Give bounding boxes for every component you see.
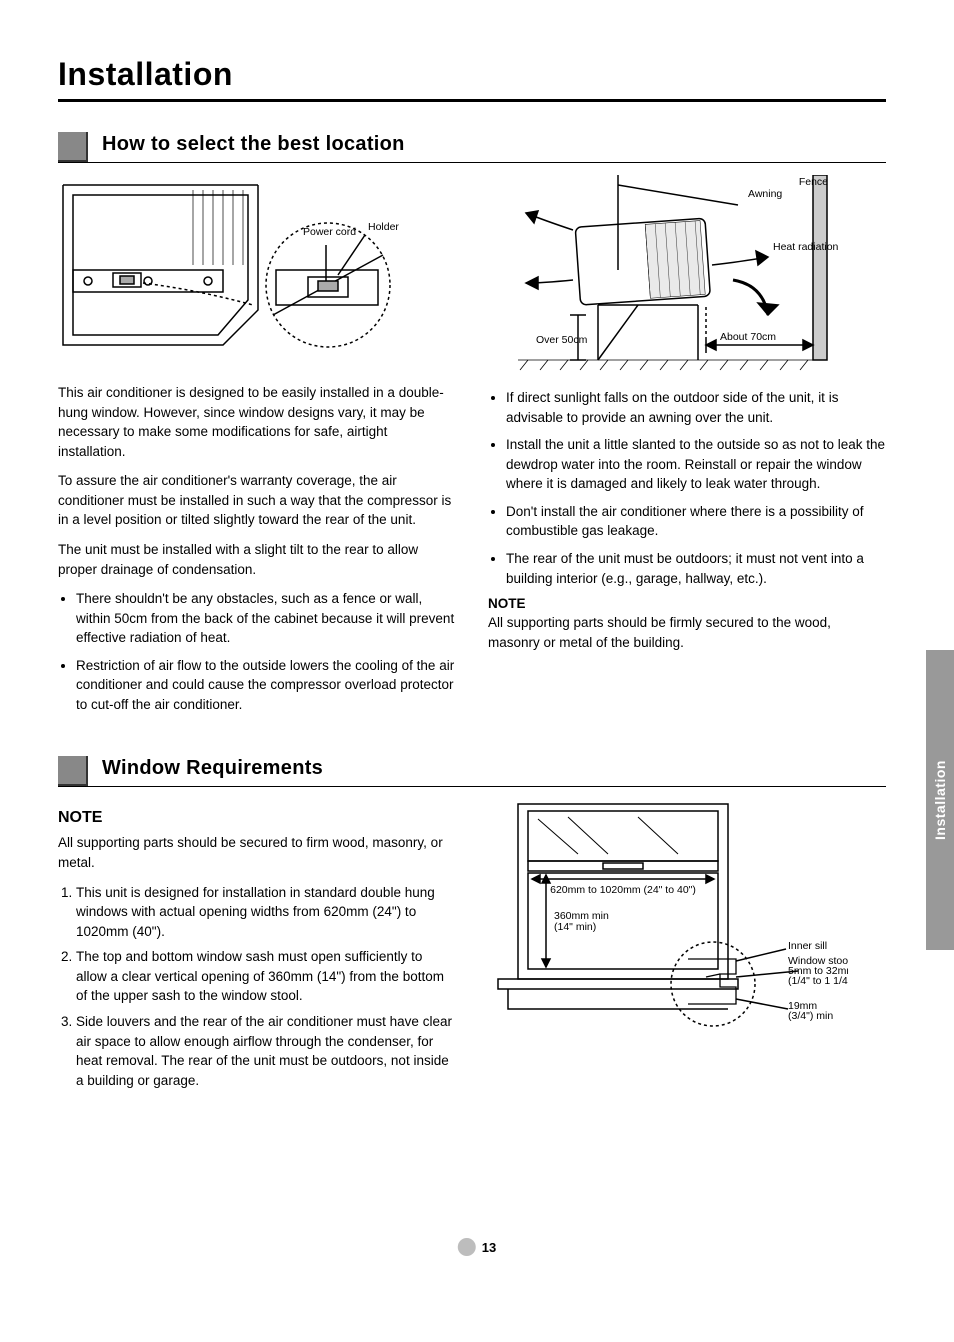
label-height-open: 360mm min (14" min)	[554, 910, 612, 933]
left-bullet-2: Restriction of air flow to the outside l…	[76, 656, 456, 715]
side-tab-label: Installation	[932, 760, 948, 840]
label-power-cord: Power cord	[303, 226, 356, 238]
section-bullet-icon	[58, 132, 88, 162]
req-1: This unit is designed for installation i…	[76, 883, 456, 942]
label-awning: Awning	[748, 188, 782, 200]
para-install-intro: This air conditioner is designed to be e…	[58, 383, 456, 461]
note-title-1: NOTE	[488, 596, 886, 611]
col2-left: NOTE All supporting parts should be secu…	[58, 799, 456, 1096]
right-bullet-4: The rear of the unit must be outdoors; i…	[506, 549, 886, 588]
left-bullets: There shouldn't be any obstacles, such a…	[58, 589, 456, 714]
section-bullet-icon-2	[58, 756, 88, 786]
figure-clearance: Awning Fence Heat radiation Over 50cm Ab…	[488, 175, 886, 380]
col-left: Power cord Holder This air conditioner i…	[58, 175, 456, 722]
para-level: To assure the air conditioner's warranty…	[58, 471, 456, 530]
section-head-window-req: Window Requirements	[58, 754, 886, 787]
label-inner-sill: Inner sill	[788, 940, 827, 952]
label-fence: Fence	[799, 176, 828, 188]
section-title-window-req: Window Requirements	[102, 757, 886, 784]
page-number: 13	[458, 1238, 496, 1256]
right-bullet-1: If direct sunlight falls on the outdoor …	[506, 388, 886, 427]
figure-window: 620mm to 1020mm (24" to 40") 360mm min (…	[488, 799, 886, 1029]
para-tilt: The unit must be installed with a slight…	[58, 540, 456, 579]
section-title-best-location: How to select the best location	[102, 133, 886, 160]
note-text-1: All supporting parts should be firmly se…	[488, 613, 886, 652]
side-tab: Installation	[926, 650, 954, 950]
figure-cord-holder: Power cord Holder	[58, 175, 456, 375]
label-heat: Heat radiation	[773, 241, 839, 253]
req-2: The top and bottom window sash must open…	[76, 947, 456, 1006]
label-height: Over 50cm	[536, 334, 588, 346]
label-depth: About 70cm	[720, 331, 776, 343]
label-holder: Holder	[368, 221, 399, 233]
left-bullet-1: There shouldn't be any obstacles, such a…	[76, 589, 456, 648]
req-3: Side louvers and the rear of the air con…	[76, 1012, 456, 1090]
page-number-text: 13	[482, 1240, 496, 1255]
note-text-2: All supporting parts should be secured t…	[58, 833, 456, 872]
col2-right: 620mm to 1020mm (24" to 40") 360mm min (…	[488, 799, 886, 1096]
label-stool-thick: Window stool 5mm to 32mm (1/4" to 1 1/4"…	[788, 955, 848, 987]
right-bullet-3: Don't install the air conditioner where …	[506, 502, 886, 541]
section-head-best-location: How to select the best location	[58, 130, 886, 163]
window-req-list: This unit is designed for installation i…	[58, 883, 456, 1091]
right-bullets: If direct sunlight falls on the outdoor …	[488, 388, 886, 588]
label-stool-height: 19mm (3/4") min	[788, 1000, 833, 1022]
col-right: Awning Fence Heat radiation Over 50cm Ab…	[488, 175, 886, 722]
label-width: 620mm to 1020mm (24" to 40")	[550, 884, 696, 896]
right-bullet-2: Install the unit a little slanted to the…	[506, 435, 886, 494]
page-dot-icon	[458, 1238, 476, 1256]
page-title: Installation	[58, 56, 886, 102]
note-title-2: NOTE	[58, 809, 456, 827]
